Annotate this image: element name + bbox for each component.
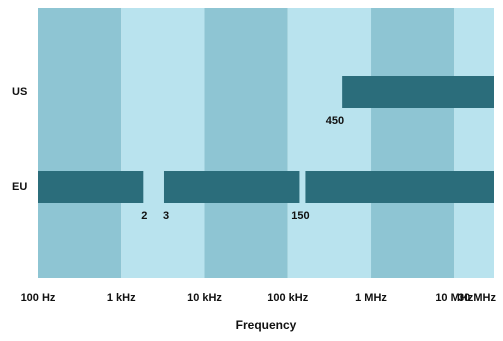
band	[38, 8, 122, 278]
band	[204, 8, 288, 278]
x-tick-label: 100 kHz	[267, 292, 308, 304]
band	[454, 8, 494, 278]
bar-label: 3	[163, 210, 169, 222]
band	[371, 8, 455, 278]
bar-label: 450	[326, 115, 344, 127]
x-tick-label: 100 Hz	[21, 292, 56, 304]
band	[287, 8, 372, 278]
x-tick-label: 1 MHz	[355, 292, 387, 304]
row-label: US	[12, 86, 27, 98]
x-tick-label: 10 kHz	[187, 292, 222, 304]
bar	[163, 171, 300, 203]
x-tick-label: 10 MHz	[435, 292, 473, 304]
bar-label: 150	[291, 210, 309, 222]
bar-label: 2	[141, 210, 147, 222]
band	[121, 8, 205, 278]
x-axis-title: Frequency	[236, 318, 297, 332]
bar	[38, 171, 144, 203]
x-tick-label: 30 MHz	[458, 292, 496, 304]
bar	[305, 171, 494, 203]
x-tick-label: 1 kHz	[107, 292, 136, 304]
row-label: EU	[12, 181, 27, 193]
bar	[342, 76, 494, 108]
